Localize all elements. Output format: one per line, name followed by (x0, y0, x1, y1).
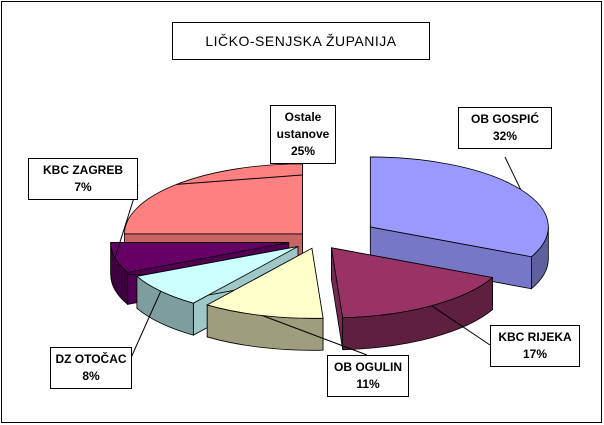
label-name: OB GOSPIĆ (470, 112, 539, 126)
label-name: OB OGULIN (334, 360, 402, 374)
data-label: KBC RIJEKA 17% (490, 325, 580, 367)
data-label: DZ OTOČAC 8% (50, 347, 132, 389)
data-label: KBC ZAGREB 7% (28, 158, 138, 200)
slice-top (206, 247, 324, 319)
label-value: 11% (356, 377, 380, 391)
label-value: 32% (492, 129, 518, 143)
leader-line (129, 290, 162, 361)
slice-top (331, 247, 494, 319)
slice-top (135, 246, 299, 304)
label-value: 25% (290, 144, 316, 158)
leader-line (262, 315, 368, 356)
label-value: 8% (82, 369, 100, 383)
data-label: OB OGULIN 11% (327, 355, 409, 397)
label-value: 7% (74, 180, 92, 194)
label-name: KBC ZAGREB (43, 163, 123, 177)
pie-slice (369, 156, 549, 290)
data-label: OB GOSPIĆ 32% (458, 107, 552, 149)
label-name: Ostale ustanove (276, 110, 330, 141)
pie-slice (331, 247, 494, 351)
pie-slice (206, 247, 324, 351)
leader-line (176, 174, 303, 185)
leader-line (504, 156, 522, 190)
label-name: KBC RIJEKA (498, 330, 572, 344)
label-name: DZ OTOČAC (55, 352, 127, 366)
leader-line (431, 305, 491, 346)
slice-top (110, 242, 289, 273)
chart-title: LIČKO-SENJSKA ŽUPANIJA (172, 22, 430, 60)
label-value: 17% (522, 347, 548, 361)
data-label: Ostale ustanove 25% (270, 105, 336, 164)
